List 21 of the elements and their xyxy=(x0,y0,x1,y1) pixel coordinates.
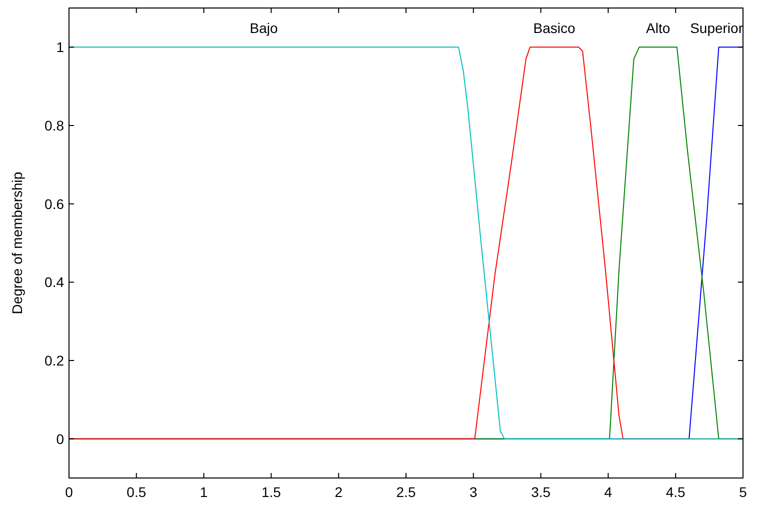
y-tick-label: 0 xyxy=(56,430,64,447)
y-tick-label: 0.8 xyxy=(44,118,64,134)
x-tick-label: 5 xyxy=(739,484,748,500)
series-label: Alto xyxy=(646,20,670,36)
series-label: Superior xyxy=(690,20,744,36)
x-tick-label: 2 xyxy=(334,484,343,500)
x-tick-label: 4.5 xyxy=(666,484,686,500)
y-axis-title: Degree of membership xyxy=(9,172,25,314)
x-tick-label: 1 xyxy=(200,484,208,500)
y-tick-label: 0.2 xyxy=(44,352,64,368)
x-tick-label: 2.5 xyxy=(396,484,416,500)
x-tick-label: 1.5 xyxy=(261,484,282,500)
x-tick-label: 0.5 xyxy=(126,484,146,500)
x-tick-label: 3 xyxy=(470,484,478,500)
series-label: Basico xyxy=(533,20,576,36)
y-tick-label: 0.6 xyxy=(44,196,64,212)
y-tick-label: 0.4 xyxy=(44,274,64,290)
x-tick-label: 3.5 xyxy=(531,484,551,500)
y-tick-label: 1 xyxy=(56,39,64,56)
x-tick-label: 4 xyxy=(604,484,612,500)
series-label: Bajo xyxy=(250,20,278,36)
